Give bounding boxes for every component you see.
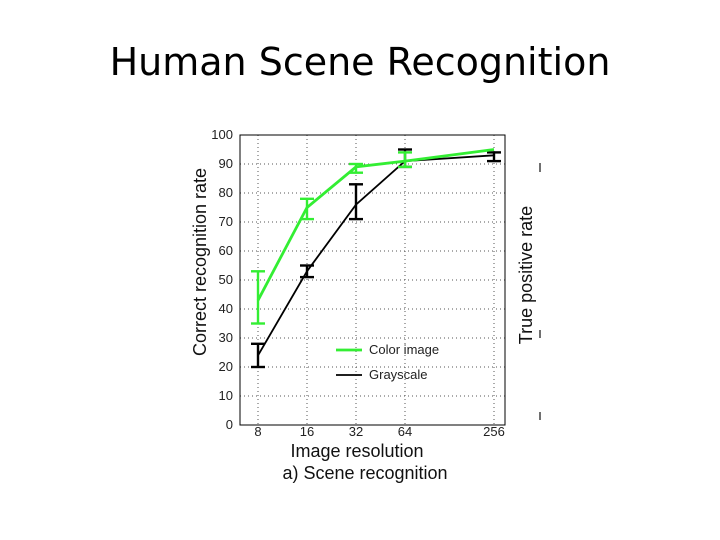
y-tick-label: 70 — [219, 214, 233, 229]
chart-caption: a) Scene recognition — [282, 463, 447, 483]
right-y-axis-title: True positive rate — [516, 206, 536, 344]
series-color-image — [251, 148, 495, 325]
x-axis-title: Image resolution — [290, 441, 423, 461]
x-tick-label: 32 — [349, 424, 363, 439]
x-tick-label: 8 — [254, 424, 261, 439]
y-tick-label: 90 — [219, 156, 233, 171]
x-tick-label: 16 — [300, 424, 314, 439]
y-tick-label: 10 — [219, 388, 233, 403]
y-tick-label: 100 — [211, 127, 233, 142]
y-tick-label: 30 — [219, 330, 233, 345]
y-tick-label: 0 — [226, 417, 233, 432]
series-line — [256, 148, 495, 301]
x-tick-labels: 8 16 32 64 256 — [254, 424, 504, 439]
y-tick-label: 20 — [219, 359, 233, 374]
y-tick-label: 50 — [219, 272, 233, 287]
legend-label-grayscale: Grayscale — [369, 367, 428, 382]
legend: Color image Grayscale — [336, 342, 439, 382]
y-tick-label: 40 — [219, 301, 233, 316]
series-layer — [251, 148, 501, 369]
x-tick-label: 256 — [483, 424, 505, 439]
y-axis-title: Correct recognition rate — [190, 168, 210, 356]
slide-title: Human Scene Recognition — [109, 40, 611, 84]
plot-frame — [239, 134, 506, 426]
x-tick-label: 64 — [398, 424, 412, 439]
series-line — [257, 154, 495, 356]
series-grayscale — [251, 148, 501, 369]
y-tick-label: 60 — [219, 243, 233, 258]
y-tick-labels: 0 10 20 30 40 50 60 70 80 90 100 — [211, 127, 233, 432]
y-tick-label: 80 — [219, 185, 233, 200]
legend-label-color-image: Color image — [369, 342, 439, 357]
